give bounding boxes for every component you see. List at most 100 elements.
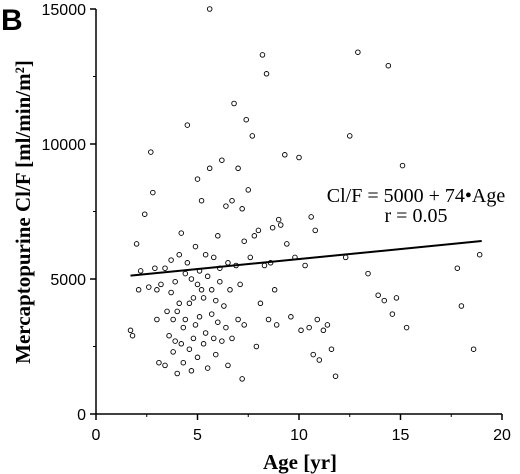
data-point [180, 324, 187, 331]
data-point [225, 362, 231, 369]
data-point [302, 262, 308, 269]
data-point [184, 122, 191, 128]
data-point [170, 349, 176, 355]
data-point [164, 308, 170, 315]
data-point [235, 165, 241, 172]
data-point [137, 268, 144, 274]
correlation-coefficient: r = 0.05 [385, 205, 448, 227]
data-point [152, 265, 158, 271]
data-point [156, 359, 162, 366]
data-point [186, 300, 193, 307]
data-point [219, 157, 225, 163]
data-point [178, 341, 185, 347]
data-point [229, 335, 235, 342]
data-point [150, 189, 156, 196]
data-point [146, 284, 152, 290]
regression-line-group [130, 240, 482, 277]
data-point [375, 292, 381, 298]
data-point [273, 322, 280, 328]
data-point [200, 341, 207, 347]
data-point [312, 227, 318, 234]
data-point [355, 49, 361, 55]
data-point [470, 346, 477, 352]
data-point [194, 176, 201, 182]
data-point [176, 251, 182, 258]
data-point [215, 319, 221, 325]
data-point [229, 197, 235, 204]
data-point [454, 265, 461, 271]
data-point [231, 100, 237, 107]
y-tick-label: 10000 [42, 137, 87, 154]
data-point [282, 152, 288, 158]
data-point [194, 354, 201, 361]
data-point [170, 316, 176, 323]
data-point [166, 332, 172, 339]
data-point [324, 322, 331, 328]
data-point [215, 233, 221, 239]
data-point [259, 52, 266, 58]
data-point [399, 162, 406, 169]
data-point [284, 241, 290, 247]
data-point [210, 254, 217, 261]
data-point [204, 273, 211, 280]
data-point [223, 324, 229, 331]
data-point [182, 270, 189, 277]
data-point [202, 251, 209, 258]
data-point [148, 149, 154, 155]
data-point [239, 206, 245, 212]
data-point [332, 373, 339, 379]
data-point [296, 154, 302, 161]
data-point [168, 257, 174, 263]
y-axis-title: Mercaptopurine Cl/F [ml/min/m²] [11, 60, 35, 364]
data-point [342, 254, 349, 261]
data-point [162, 362, 168, 369]
data-point [385, 62, 392, 69]
data-point [176, 300, 182, 307]
panel-label: B [1, 4, 23, 37]
data-point [275, 216, 282, 223]
data-point [271, 287, 278, 293]
data-point [235, 316, 241, 323]
data-point [213, 297, 219, 304]
x-tick-label: 5 [193, 427, 202, 444]
y-tick-label: 15000 [42, 2, 87, 19]
data-point [458, 303, 465, 309]
data-point [188, 276, 195, 282]
x-tick-label: 15 [392, 427, 410, 444]
data-point [389, 311, 396, 317]
x-tick-label: 20 [493, 427, 511, 444]
data-point [182, 316, 189, 323]
data-point [247, 254, 254, 261]
data-point [186, 346, 193, 352]
data-point [172, 278, 178, 285]
regression-equation: Cl/F = 5000 + 74•Age [327, 185, 506, 207]
data-point [257, 300, 264, 307]
data-point [245, 187, 251, 193]
x-tick-label: 0 [92, 427, 101, 444]
data-point [347, 133, 353, 139]
data-point [204, 365, 211, 371]
data-point [298, 327, 304, 334]
data-point [316, 357, 323, 363]
data-point [162, 265, 168, 271]
data-point [288, 314, 294, 320]
data-point [381, 297, 388, 304]
data-point [188, 368, 195, 374]
data-point [243, 116, 249, 123]
data-point [221, 303, 227, 309]
data-point [261, 262, 268, 269]
data-point [206, 165, 213, 172]
data-point [265, 316, 272, 323]
data-point [200, 295, 207, 301]
data-point [476, 251, 483, 258]
data-point [194, 281, 201, 288]
data-point [213, 351, 219, 358]
data-point [241, 322, 247, 328]
data-point [172, 338, 178, 344]
data-point [135, 287, 142, 293]
data-point [403, 324, 410, 331]
data-point [210, 335, 217, 342]
data-point [227, 287, 233, 293]
data-point [190, 335, 197, 342]
